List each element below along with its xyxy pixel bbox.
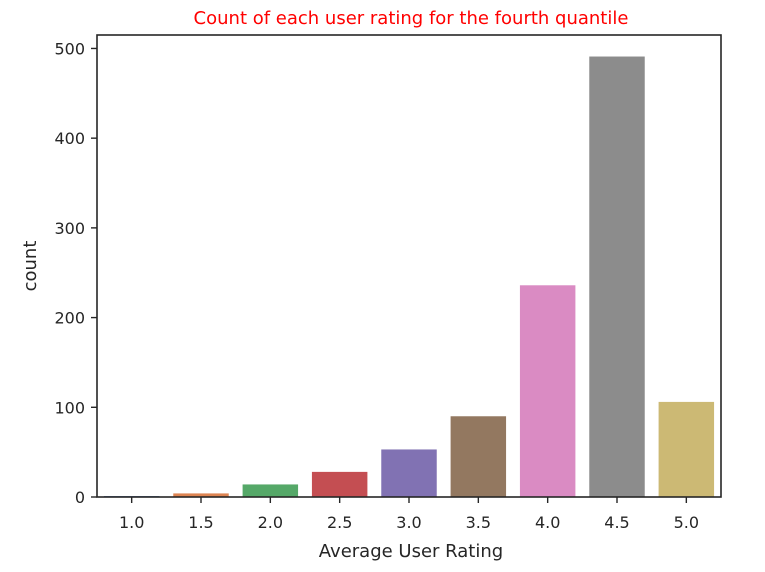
x-tick-label: 3.5 [466,513,491,532]
bar-2-0 [242,484,299,497]
x-axis-label: Average User Rating [319,541,503,562]
bar-1-5 [173,493,229,497]
x-tick-label: 1.5 [188,513,213,532]
x-tick-label: 5.0 [674,513,699,532]
x-tick-label: 4.5 [604,513,629,532]
x-tick-label: 2.0 [258,513,283,532]
bar-5-0 [658,401,715,497]
x-axis-ticks: 1.0 1.5 2.0 2.5 3.0 3.5 4.0 4.5 5.0 [119,497,699,532]
bar-3-5 [450,416,507,497]
x-tick-label: 2.5 [327,513,352,532]
y-tick-label: 500 [54,39,85,58]
y-tick-label: 400 [54,129,85,148]
x-tick-label: 4.0 [535,513,560,532]
x-tick-label: 3.0 [396,513,421,532]
bars-group [103,56,715,497]
y-tick-label: 300 [54,219,85,238]
chart-title: Count of each user rating for the fourth… [194,8,629,29]
bar-2-5 [311,471,368,497]
y-axis-ticks: 0 100 200 300 400 500 [54,39,97,507]
y-tick-label: 200 [54,309,85,328]
y-tick-label: 0 [75,488,85,507]
bar-3-0 [381,449,437,497]
y-axis-label: count [20,241,41,292]
bar-4-0 [519,285,576,497]
plot-frame [96,34,722,498]
bar-4-5 [589,56,645,497]
y-tick-label: 100 [54,398,85,417]
x-tick-label: 1.0 [119,513,144,532]
